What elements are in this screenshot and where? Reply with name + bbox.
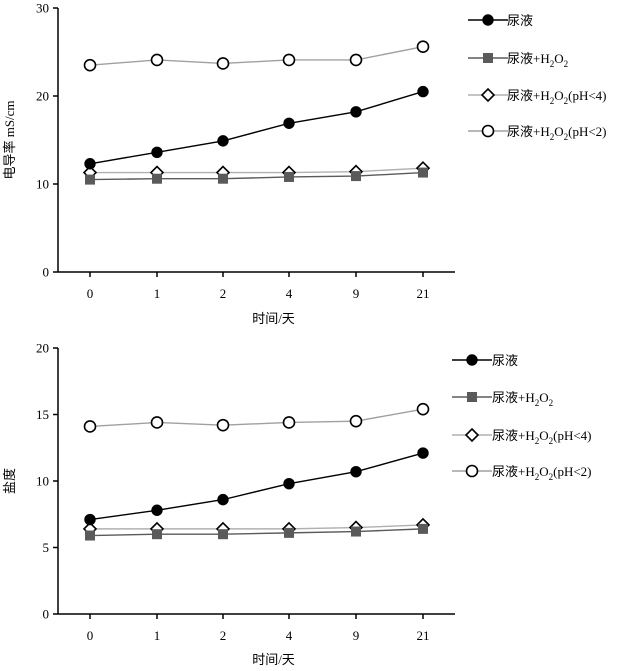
data-point	[418, 167, 428, 178]
x-tick-label: 9	[353, 286, 360, 301]
legend-marker	[483, 53, 493, 63]
y-tick-label: 5	[43, 540, 50, 555]
legend-label: 尿液+H2O2(pH<2)	[507, 124, 607, 142]
x-tick-label: 9	[353, 628, 360, 643]
x-tick-label: 2	[220, 628, 227, 643]
y-axis-title: 电导率 mS/cm	[2, 100, 17, 179]
data-point	[284, 171, 294, 182]
x-tick-label: 0	[87, 286, 94, 301]
data-point	[349, 414, 363, 428]
data-point	[417, 85, 429, 98]
data-point	[151, 504, 163, 516]
data-point	[283, 117, 295, 129]
y-axis-title: 盐度	[2, 468, 17, 494]
data-point	[349, 53, 363, 67]
series-line	[90, 167, 424, 174]
data-point	[85, 174, 95, 185]
data-point	[350, 106, 362, 118]
y-tick-label: 15	[36, 407, 49, 422]
x-tick-label: 1	[154, 628, 161, 643]
x-tick-label: 1	[154, 286, 161, 301]
series-line	[90, 524, 424, 530]
data-point	[417, 447, 429, 459]
legend-label: 尿液+H2O2	[507, 51, 568, 69]
data-point	[85, 530, 95, 541]
data-point	[218, 173, 228, 184]
data-point	[152, 173, 162, 184]
series-line	[89, 408, 424, 428]
legend-label: 尿液+H2O2	[492, 390, 553, 408]
data-point	[152, 529, 162, 540]
legend-label: 尿液+H2O2(pH<4)	[492, 428, 592, 446]
x-tick-label: 0	[87, 628, 94, 643]
data-point	[350, 465, 362, 478]
legend-marker	[480, 87, 496, 103]
series-line	[89, 452, 424, 521]
y-tick-label: 10	[36, 474, 49, 489]
y-tick-label: 0	[43, 607, 50, 622]
data-point	[418, 523, 428, 534]
data-point	[284, 527, 294, 538]
data-point	[283, 477, 295, 490]
data-point	[351, 171, 361, 182]
x-axis-title: 时间/天	[252, 311, 295, 326]
data-point	[83, 420, 97, 433]
data-point	[282, 416, 296, 429]
legend-label: 尿液	[492, 353, 518, 368]
series-line	[89, 90, 424, 165]
data-point	[217, 493, 229, 506]
y-tick-label: 10	[36, 177, 49, 192]
legend-marker	[482, 14, 494, 26]
data-point	[351, 526, 361, 537]
data-point	[217, 135, 229, 147]
data-point	[416, 40, 430, 54]
x-tick-label: 4	[286, 628, 293, 643]
legend-label: 尿液+H2O2(pH<2)	[492, 464, 592, 482]
data-point	[282, 53, 296, 67]
legend-marker	[467, 392, 477, 402]
data-point	[416, 402, 430, 416]
legend-marker	[466, 354, 478, 366]
data-point	[150, 416, 164, 429]
y-tick-label: 0	[43, 265, 50, 280]
x-tick-label: 4	[286, 286, 293, 301]
data-point	[84, 513, 96, 526]
legend-marker	[465, 464, 479, 478]
data-point	[83, 58, 97, 72]
y-tick-label: 20	[36, 89, 49, 104]
series-line	[89, 528, 424, 537]
legend-label: 尿液+H2O2(pH<4)	[507, 88, 607, 106]
series-line	[89, 46, 424, 66]
legend-marker	[464, 427, 480, 443]
data-point	[216, 57, 230, 70]
x-tick-label: 21	[417, 286, 430, 301]
y-tick-label: 30	[36, 1, 49, 16]
series-line	[89, 171, 424, 181]
data-point	[151, 146, 163, 159]
data-point	[150, 53, 164, 67]
data-point	[84, 158, 96, 170]
x-tick-label: 2	[220, 286, 227, 301]
legend-label: 尿液	[507, 13, 533, 28]
y-tick-label: 20	[36, 341, 49, 356]
x-axis-title: 时间/天	[252, 652, 295, 667]
legend-marker	[481, 124, 495, 138]
data-point	[218, 529, 228, 540]
x-tick-label: 21	[417, 628, 430, 643]
data-point	[216, 418, 230, 432]
